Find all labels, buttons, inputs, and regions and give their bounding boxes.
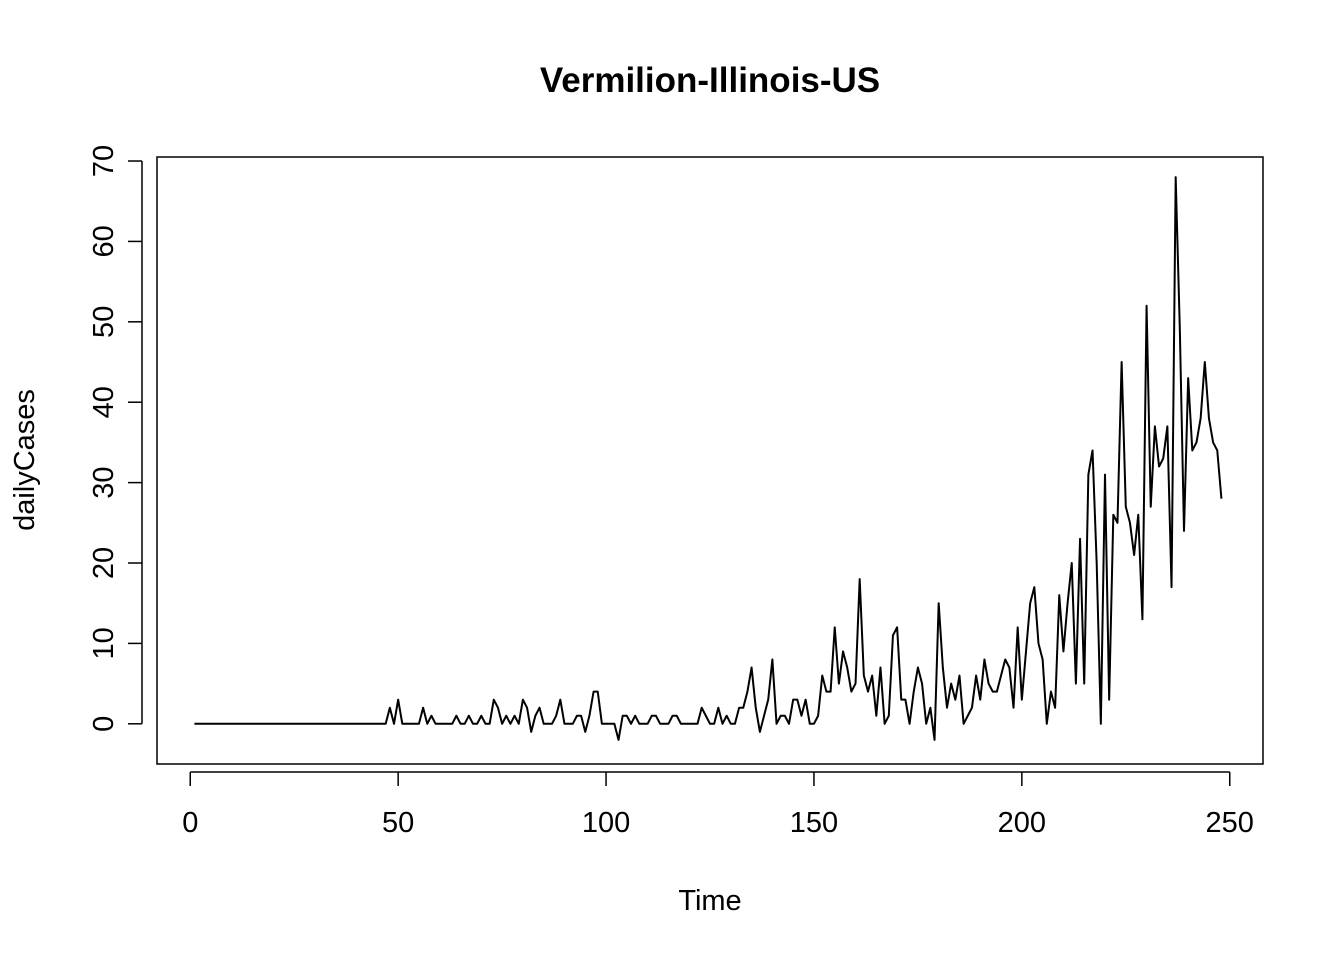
x-tick-label: 150 [790,807,838,839]
y-axis: 0 10 20 30 40 50 60 70 [88,145,143,732]
x-tick-label: 200 [998,807,1046,839]
y-tick-label: 70 [88,145,120,177]
y-tick-label: 40 [88,386,120,418]
x-tick-label: 0 [182,807,198,839]
x-tick-label: 100 [582,807,630,839]
y-tick-label: 60 [88,225,120,257]
y-tick-label: 10 [88,627,120,659]
x-tick-label: 250 [1206,807,1254,839]
y-axis-label: dailyCases [9,389,41,531]
y-tick-label: 20 [88,547,120,579]
series-line-daily-cases [194,176,1223,741]
plot-frame [156,156,1264,765]
y-tick-label: 30 [88,466,120,498]
x-axis-label: Time [678,885,741,917]
x-axis: 0 50 100 150 200 250 [182,771,1254,839]
y-tick-label: 0 [88,716,120,732]
x-tick-label: 50 [382,807,414,839]
y-tick-label: 50 [88,306,120,338]
chart-title: Vermilion-Illinois-US [540,61,880,100]
